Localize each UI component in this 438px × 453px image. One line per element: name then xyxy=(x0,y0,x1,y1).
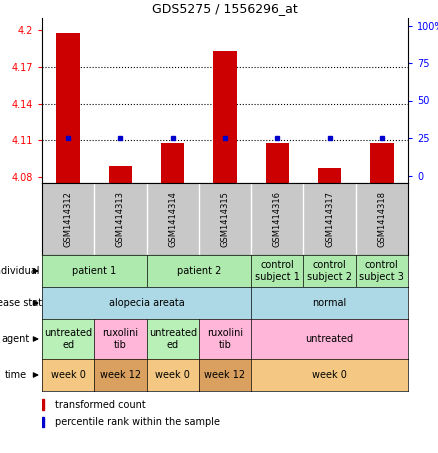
Text: disease state: disease state xyxy=(0,298,48,308)
Text: individual: individual xyxy=(0,266,39,276)
Text: GSM1414316: GSM1414316 xyxy=(273,191,282,247)
Title: GDS5275 / 1556296_at: GDS5275 / 1556296_at xyxy=(152,2,298,15)
Text: time: time xyxy=(4,370,26,380)
Text: transformed count: transformed count xyxy=(55,400,146,410)
Text: normal: normal xyxy=(312,298,347,308)
Text: ruxolini
tib: ruxolini tib xyxy=(102,328,138,350)
Text: patient 2: patient 2 xyxy=(177,266,221,276)
Bar xyxy=(42,400,44,410)
Bar xyxy=(161,143,184,183)
Bar xyxy=(318,169,341,183)
Bar xyxy=(213,51,237,183)
Text: week 0: week 0 xyxy=(51,370,85,380)
Text: week 12: week 12 xyxy=(100,370,141,380)
Text: control
subject 3: control subject 3 xyxy=(360,260,404,282)
Text: control
subject 1: control subject 1 xyxy=(255,260,300,282)
Text: week 12: week 12 xyxy=(205,370,246,380)
Bar xyxy=(265,143,289,183)
Text: GSM1414313: GSM1414313 xyxy=(116,191,125,247)
Text: week 0: week 0 xyxy=(312,370,347,380)
Text: untreated
ed: untreated ed xyxy=(148,328,197,350)
Text: untreated: untreated xyxy=(306,334,353,344)
Text: GSM1414318: GSM1414318 xyxy=(378,191,386,247)
Text: week 0: week 0 xyxy=(155,370,190,380)
Text: GSM1414315: GSM1414315 xyxy=(220,191,230,247)
Text: ruxolini
tib: ruxolini tib xyxy=(207,328,243,350)
Bar xyxy=(42,417,44,427)
Bar xyxy=(109,166,132,183)
Text: control
subject 2: control subject 2 xyxy=(307,260,352,282)
Bar xyxy=(370,143,394,183)
Text: patient 1: patient 1 xyxy=(72,266,117,276)
Text: GSM1414312: GSM1414312 xyxy=(64,191,73,247)
Text: GSM1414314: GSM1414314 xyxy=(168,191,177,247)
Text: alopecia areata: alopecia areata xyxy=(109,298,184,308)
Text: GSM1414317: GSM1414317 xyxy=(325,191,334,247)
Text: untreated
ed: untreated ed xyxy=(44,328,92,350)
Text: agent: agent xyxy=(1,334,29,344)
Bar xyxy=(57,33,80,183)
Text: percentile rank within the sample: percentile rank within the sample xyxy=(55,417,220,427)
